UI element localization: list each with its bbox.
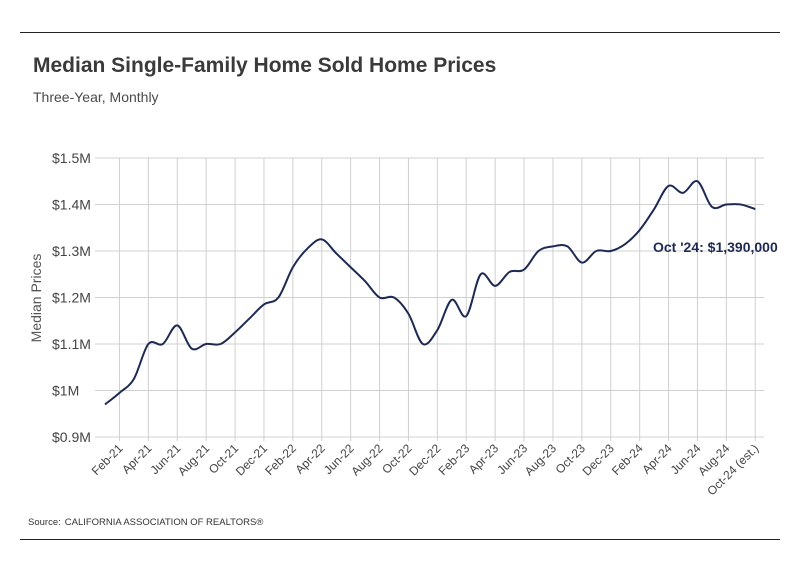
data-point [682, 192, 684, 194]
series-median-price [104, 180, 756, 406]
y-tick-label: $1.1M [52, 336, 91, 352]
x-tick-label: Feb-22 [262, 441, 299, 478]
data-point [321, 238, 323, 240]
data-point [566, 245, 568, 247]
data-point [711, 206, 713, 208]
data-point [465, 315, 467, 317]
x-tick-label: Apr-24 [639, 441, 675, 477]
data-point [653, 208, 655, 210]
y-axis-ticks: $1.5M $1.4M $1.3M $1.2M $1.1M $1M $0.9M [52, 150, 91, 445]
data-point [306, 248, 308, 250]
x-tick-label: Feb-21 [89, 441, 126, 478]
y-tick-label: $0.9M [52, 429, 91, 445]
data-point [494, 285, 496, 287]
x-tick-label: Feb-24 [609, 441, 646, 478]
x-tick-label: Feb-23 [436, 441, 473, 478]
data-point [350, 266, 352, 268]
data-point [639, 229, 641, 231]
source-note: Source: CALIFORNIA ASSOCIATION OF REALTOR… [28, 517, 267, 528]
vertical-gridlines [118, 158, 756, 441]
data-point [104, 403, 106, 405]
source-label: Source: [28, 517, 61, 528]
data-point [696, 180, 698, 182]
y-tick-label: $1.4M [52, 197, 91, 213]
data-point [277, 297, 279, 299]
x-tick-label: Dec-21 [233, 441, 270, 478]
y-tick-label: $1.3M [52, 243, 91, 259]
data-point [610, 250, 612, 252]
x-tick-label: Apr-21 [119, 441, 155, 477]
data-point [407, 313, 409, 315]
data-point [364, 280, 366, 282]
data-point [740, 204, 742, 206]
data-point [176, 324, 178, 326]
y-tick-label: $1.5M [52, 150, 91, 166]
data-point [595, 250, 597, 252]
x-tick-label: Aug-23 [522, 441, 559, 478]
y-axis-label: Median Prices [28, 254, 44, 343]
latest-value-annotation: Oct '24: $1,390,000 [653, 239, 778, 255]
data-point [509, 271, 511, 273]
y-tick-label: $1M [52, 383, 79, 399]
source-text: CALIFORNIA ASSOCIATION OF REALTORS® [64, 517, 264, 528]
x-tick-label: Aug-22 [348, 441, 385, 478]
data-point [581, 262, 583, 264]
data-point [668, 185, 670, 187]
data-point [754, 208, 756, 210]
y-tick-label: $1.2M [52, 290, 91, 306]
data-point [538, 250, 540, 252]
series-line [104, 180, 756, 406]
data-point [133, 378, 135, 380]
data-point [480, 273, 482, 275]
x-tick-label: Apr-22 [292, 441, 328, 477]
x-tick-label: Apr-23 [466, 441, 502, 477]
x-axis-ticks: Feb-21Apr-21Jun-21Aug-21Oct-21Dec-21Feb-… [89, 441, 762, 498]
data-point [552, 245, 554, 247]
x-tick-label: Dec-23 [580, 441, 617, 478]
data-point [263, 303, 265, 305]
top-rule [20, 32, 780, 33]
data-point [205, 343, 207, 345]
data-point [335, 252, 337, 254]
data-point [451, 299, 453, 301]
data-point [220, 343, 222, 345]
data-point [162, 343, 164, 345]
data-point [292, 266, 294, 268]
data-point [523, 269, 525, 271]
bottom-rule [20, 539, 780, 540]
data-point [234, 331, 236, 333]
data-point [191, 348, 193, 350]
chart-subtitle: Three-Year, Monthly [33, 89, 159, 105]
data-point [118, 392, 120, 394]
data-point [422, 343, 424, 345]
data-point [725, 204, 727, 206]
data-point [393, 297, 395, 299]
x-tick-label: Dec-22 [406, 441, 443, 478]
chart-title: Median Single-Family Home Sold Home Pric… [33, 54, 497, 77]
x-tick-label: Aug-21 [175, 441, 212, 478]
data-point [249, 317, 251, 319]
data-point [147, 343, 149, 345]
data-point [624, 243, 626, 245]
data-point [436, 329, 438, 331]
horizontal-gridlines [95, 157, 764, 438]
data-point [379, 297, 381, 299]
